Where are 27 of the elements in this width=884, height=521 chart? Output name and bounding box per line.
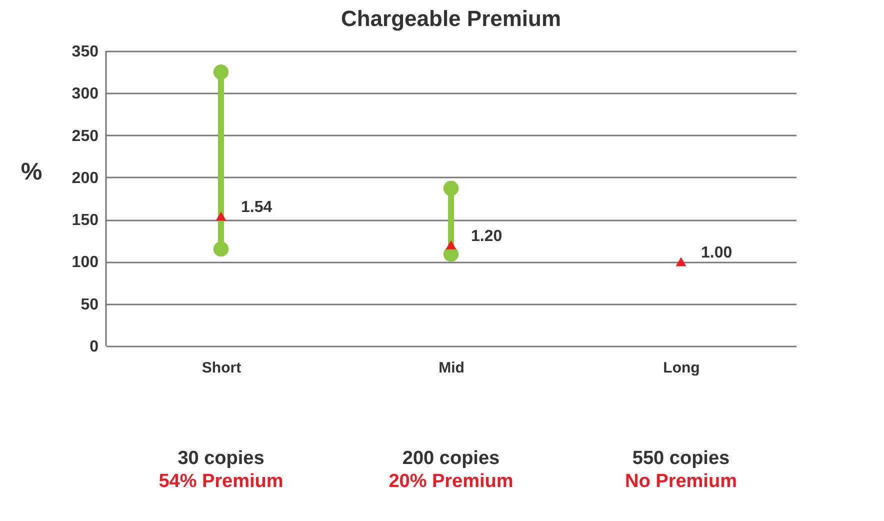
- point: [216, 212, 226, 221]
- x-tick-label: Long: [663, 360, 700, 376]
- text: 20% Premium: [388, 471, 514, 492]
- y-tick-label: 0: [90, 338, 99, 356]
- chart-title: Chargeable Premium: [340, 6, 562, 31]
- text: 200 copies: [402, 448, 500, 469]
- annotation: 1.20: [471, 228, 502, 245]
- y-tick-label: 250: [72, 128, 99, 145]
- point: [446, 240, 456, 250]
- text: 550 copies: [632, 448, 730, 469]
- annotation: 1.00: [701, 244, 732, 262]
- annotation: 1.54: [241, 199, 272, 216]
- y-tick-label: 50: [80, 296, 99, 314]
- text: 54% Premium: [158, 471, 284, 492]
- x-tick-label: Mid: [438, 360, 464, 376]
- y-tick-label: 300: [72, 86, 99, 103]
- y-tick-label: 150: [72, 212, 99, 230]
- y-tick-label: 350: [72, 44, 99, 60]
- point: [676, 257, 686, 266]
- text: 30 copies: [178, 448, 264, 469]
- y-axis-title: %: [20, 158, 42, 186]
- text: No Premium: [625, 471, 737, 492]
- y-tick-label: 100: [72, 254, 99, 272]
- y-tick-label: 200: [72, 170, 99, 187]
- point: [213, 242, 229, 257]
- point: [443, 180, 459, 196]
- x-tick-label: Short: [202, 360, 242, 376]
